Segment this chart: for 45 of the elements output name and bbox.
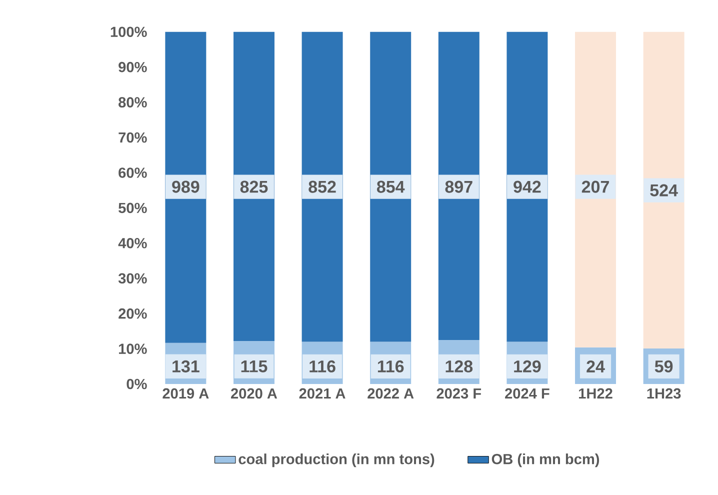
annotation: 942 [514, 181, 541, 194]
y-tick-label: 90% [118, 62, 147, 72]
annotation: 989 [172, 181, 200, 194]
bar [234, 32, 274, 342]
x-tick-label: 2022 A [368, 388, 414, 399]
x-tick-label: 2024 F [505, 388, 550, 399]
x-tick-label: 2021 A [299, 388, 346, 399]
annotation: 116 [378, 360, 404, 373]
x-tick-label: 2023 F [436, 388, 482, 399]
bar [575, 32, 616, 348]
annotation: 115 [241, 360, 268, 373]
annotation: 116 [310, 360, 336, 373]
x-tick-label: 2019 A [162, 388, 209, 399]
annotation: 24 [586, 360, 605, 373]
bar [165, 32, 206, 344]
legend-label: coal production (in mn tons) [238, 454, 434, 468]
legend-label: OB (in mn bcm) [492, 454, 600, 468]
bar [438, 32, 480, 340]
annotation: 854 [376, 181, 405, 194]
annotation: 825 [240, 181, 268, 194]
y-tick-label: 30% [118, 273, 147, 284]
x-tick-label: 1H22 [579, 388, 612, 399]
bar [370, 32, 412, 342]
annotation: 128 [446, 360, 473, 373]
annotation: 129 [514, 360, 541, 373]
annotation: 59 [654, 360, 673, 373]
y-tick-label: 40% [118, 238, 147, 249]
annotation: 131 [172, 360, 200, 373]
annotation: 524 [650, 184, 678, 197]
y-tick-label: 20% [118, 308, 147, 319]
annotation: 207 [582, 181, 609, 194]
y-tick-label: 100% [110, 26, 147, 38]
x-tick-label: 2020 A [231, 388, 278, 399]
y-tick-label: 60% [118, 168, 147, 178]
y-tick-label: 80% [118, 97, 147, 108]
y-tick-label: 70% [118, 132, 147, 143]
y-tick-label: 0% [126, 379, 147, 390]
annotation: 897 [445, 181, 472, 194]
bar [302, 32, 343, 342]
y-tick-label: 10% [118, 344, 147, 354]
annotation: 852 [308, 181, 336, 194]
y-tick-label: 50% [118, 203, 147, 214]
x-tick-label: 1H23 [647, 388, 681, 399]
bar [506, 32, 548, 342]
bar [643, 32, 684, 349]
